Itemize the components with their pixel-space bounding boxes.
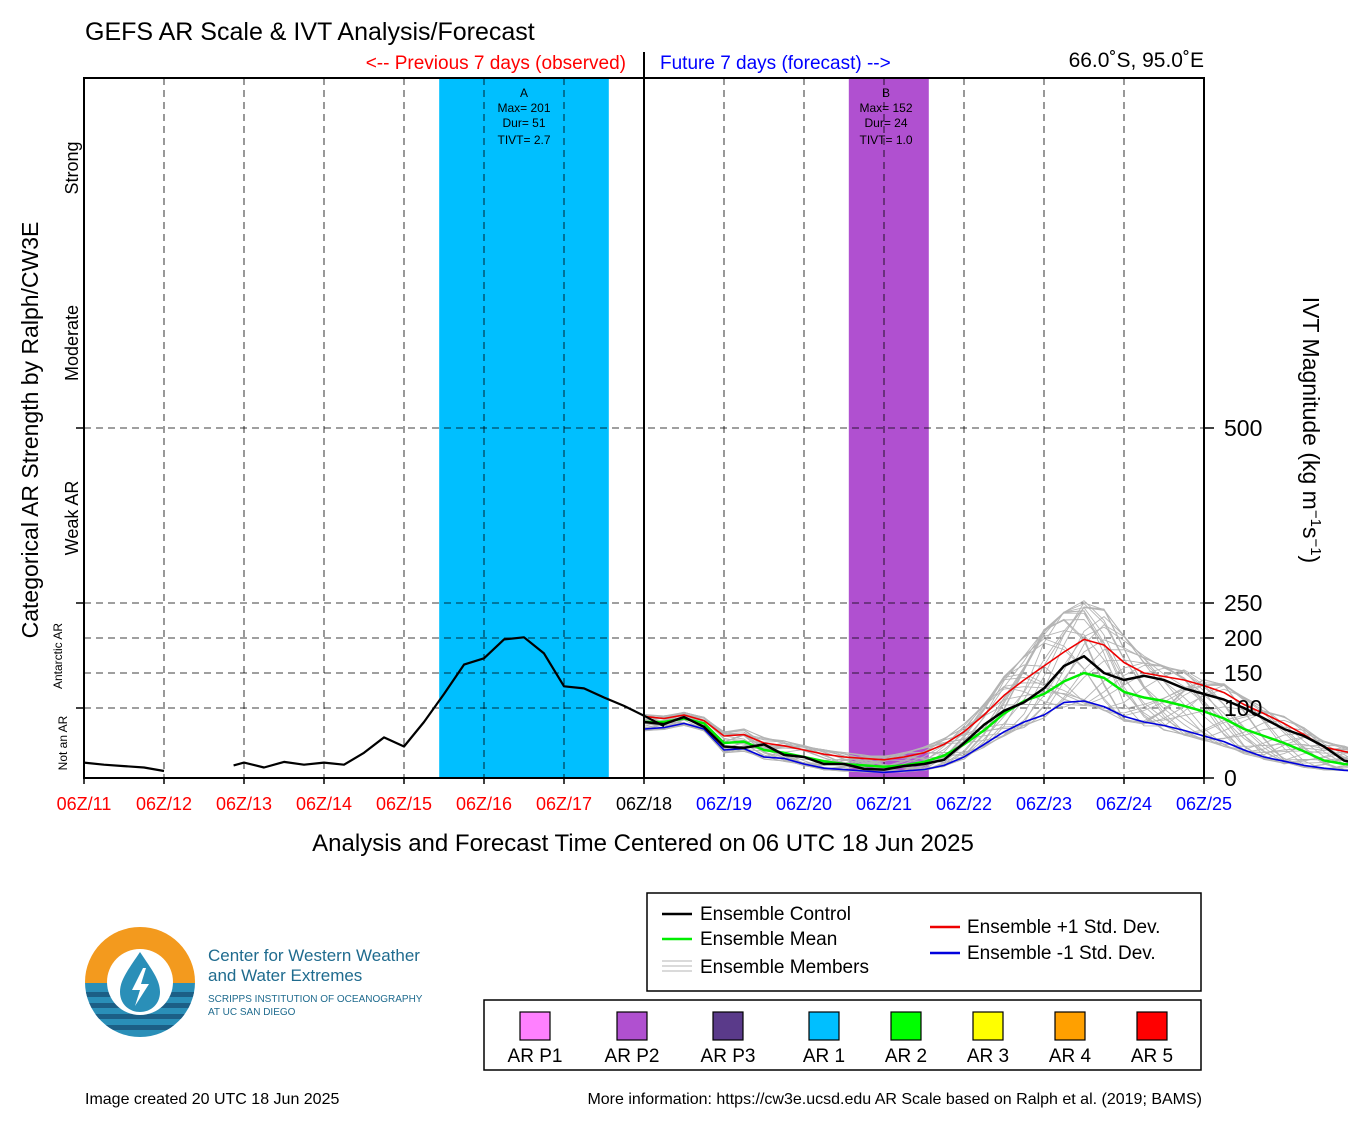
ar-scale-swatch-ar-3 [972,1011,1004,1041]
lightning-icon [132,968,149,1006]
chart-title: GEFS AR Scale & IVT Analysis/Forecast [85,18,535,46]
event-b-tivt: TIVT= 1.0 [859,133,912,147]
ar-scale-swatch-ar-p2 [616,1011,648,1041]
ar-scale-swatch-ar-p3 [712,1011,744,1041]
ar-scale-legend: AR P1 AR P2 AR P3 AR 1 AR 2 AR 3 AR 4 AR 5 [483,999,1202,1071]
legend-members-label: Ensemble Members [700,957,869,978]
event-a-annotation: A Max= 201 Dur= 51 TIVT= 2.7 [497,86,550,147]
event-b-annotation: B Max= 152 Dur= 24 TIVT= 1.0 [859,86,912,147]
ar-scale-label: AR P3 [701,1046,756,1067]
ensemble-series [643,638,1348,774]
x-tick-label: 06Z/12 [136,794,192,814]
logo-line3: SCRIPPS INSTITUTION OF OCEANOGRAPHY [208,994,423,1005]
x-tick-labels: 06Z/11 06Z/12 06Z/13 06Z/14 06Z/15 06Z/16 06Z/… [57,778,1232,814]
event-a-letter: A [520,86,528,100]
legend-members-swatch [662,960,692,972]
ensemble-member-line [643,603,1348,773]
observed-series [83,636,665,773]
x-axis-title: Analysis and Forecast Time Centered on 0… [312,830,974,857]
ensemble-member-line [643,639,1348,771]
footer-created: Image created 20 UTC 18 Jun 2025 [85,1091,339,1108]
line-legend-box [646,892,1202,992]
event-a-tivt: TIVT= 2.7 [497,133,550,147]
logo-line1: Center for Western Weather [208,946,420,965]
x-tick-label: 06Z/20 [776,794,832,814]
x-tick-label: 06Z/24 [1096,794,1152,814]
ar-scale-label: AR 3 [967,1046,1009,1067]
left-axis-title: Categorical AR Strength by Ralph/CW3E [17,222,43,639]
previous-days-label: <-- Previous 7 days (observed) [366,53,626,74]
y-tick-label: 150 [1224,660,1262,686]
x-tick-label: 06Z/16 [456,794,512,814]
ar-scale-swatch-ar-5 [1136,1011,1168,1041]
ar-scale-swatch-ar-1 [808,1011,840,1041]
y-tick-label: 100 [1224,695,1262,721]
ar-scale-swatch-ar-4 [1054,1011,1086,1041]
legend-mean-label: Ensemble Mean [700,929,837,950]
ensemble-member-line [643,630,1348,771]
event-a-max: Max= 201 [497,101,550,115]
line-legend: Ensemble Control Ensemble Mean Ensemble … [646,892,1202,992]
logo-line2: and Water Extremes [208,966,362,985]
category-moderate: Moderate [62,305,82,381]
footer-info: More information: https://cw3e.ucsd.edu … [587,1091,1202,1108]
ensemble-member-line [643,607,1348,769]
observed-line-segment [233,636,665,769]
ensemble-minus-std-line [643,700,1348,774]
grid-lines [84,78,1204,778]
category-antarctic-ar: Antarctic AR [51,623,65,689]
y-tick-label: 0 [1224,765,1237,791]
event-a-dur: Dur= 51 [502,116,545,130]
ensemble-plus-std-line [643,638,1348,761]
x-tick-label: 06Z/21 [856,794,912,814]
future-days-label: Future 7 days (forecast) --> [660,53,891,74]
ar-scale-swatch-ar-p1 [519,1011,551,1041]
ensemble-member-line [643,607,1348,772]
x-tick-label: 06Z/14 [296,794,352,814]
x-tick-label: 06Z/11 [57,794,112,814]
ar-scale-label: AR P2 [605,1046,660,1067]
observed-line-segment [83,761,165,773]
x-tick-label: 06Z/18 [616,794,672,814]
ar-scale-label: AR 2 [885,1046,927,1067]
plot-frame [83,52,1205,779]
y-tick-labels: 0 100 150 200 250 500 [76,415,1262,791]
y-tick-label: 500 [1224,415,1262,441]
y-tick-label: 200 [1224,625,1262,651]
category-weak-ar: Weak AR [62,481,82,556]
cw3e-logo: Center for Western Weather and Water Ext… [85,927,423,1037]
y-tick-label: 250 [1224,590,1262,616]
category-not-an-ar: Not an AR [56,715,70,770]
logo-line4: AT UC SAN DIEGO [208,1007,296,1018]
x-tick-label: 06Z/19 [696,794,752,814]
ensemble-member-line [643,607,1348,772]
right-axis-title: IVT Magnitude (kg m−1s−1) [1298,297,1324,563]
x-tick-label: 06Z/25 [1176,794,1232,814]
ar-scale-label: AR P1 [508,1046,563,1067]
x-tick-label: 06Z/23 [1016,794,1072,814]
ar-period-band-1 [439,78,609,778]
event-b-max: Max= 152 [859,101,912,115]
ar-scale-label: AR 4 [1049,1046,1092,1067]
legend-control-label: Ensemble Control [700,904,851,925]
event-b-letter: B [882,86,890,100]
ensemble-mean-line [644,671,1348,769]
x-tick-label: 06Z/15 [376,794,432,814]
ar-scale-swatch-ar-2 [890,1011,922,1041]
ar-scale-label: AR 1 [803,1046,845,1067]
legend-minus-std-label: Ensemble -1 Std. Dev. [967,943,1156,964]
ar-scale-label: AR 5 [1131,1046,1173,1067]
x-tick-label: 06Z/13 [216,794,272,814]
x-tick-label: 06Z/22 [936,794,992,814]
legend-plus-std-label: Ensemble +1 Std. Dev. [967,917,1160,938]
location-label: 66.0˚S, 95.0˚E [1069,49,1204,72]
x-tick-label: 06Z/17 [536,794,592,814]
event-b-dur: Dur= 24 [864,116,907,130]
ensemble-control-line [643,654,1348,771]
category-strong: Strong [62,141,82,194]
